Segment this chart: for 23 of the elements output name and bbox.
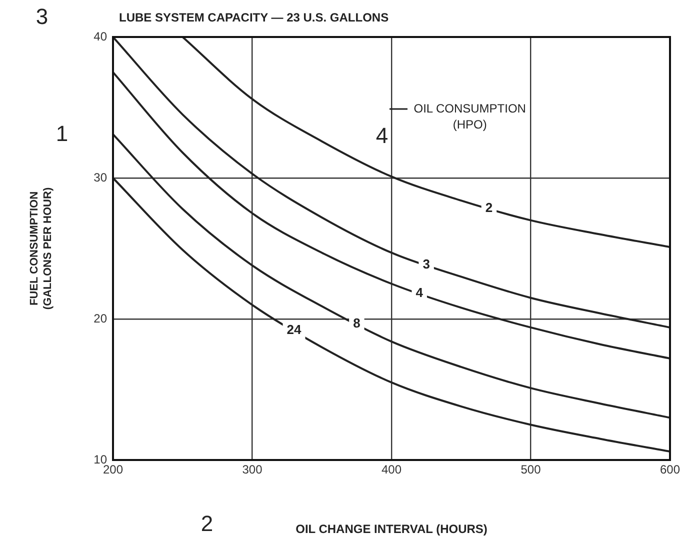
series-label: 24 (286, 322, 302, 337)
y-tick-label: 30 (94, 170, 108, 184)
x-tick-label: 400 (381, 462, 402, 477)
text: 2 (200, 511, 214, 536)
x-tick-label: 600 (660, 462, 680, 477)
annotation: 4 (416, 284, 424, 300)
series-label: 3 (422, 256, 430, 272)
legend-label: 4 (376, 123, 388, 148)
line-series (113, 177, 670, 453)
y-axis-title: FUEL CONSUMPTION (GALLONS PER HOUR) (28, 187, 54, 310)
text: 3 (36, 4, 48, 30)
legend-title: OIL CONSUMPTION (HPO) (414, 101, 526, 132)
series-label: 2 (485, 200, 493, 216)
text: 1 (56, 121, 68, 146)
line-series (182, 37, 670, 248)
x-tick-label: 300 (242, 462, 263, 477)
y-tick-label: 40 (94, 29, 108, 44)
y-tick-label: 20 (94, 311, 108, 326)
x-axis-title: OIL CHANGE INTERVAL (HOURS) (296, 522, 488, 536)
series-label: 8 (353, 316, 360, 331)
x-tick-label: 500 (520, 462, 542, 477)
chart-title: LUBE SYSTEM CAPACITY — 23 U.S. GALLONS (119, 10, 389, 24)
line-series (113, 71, 670, 360)
